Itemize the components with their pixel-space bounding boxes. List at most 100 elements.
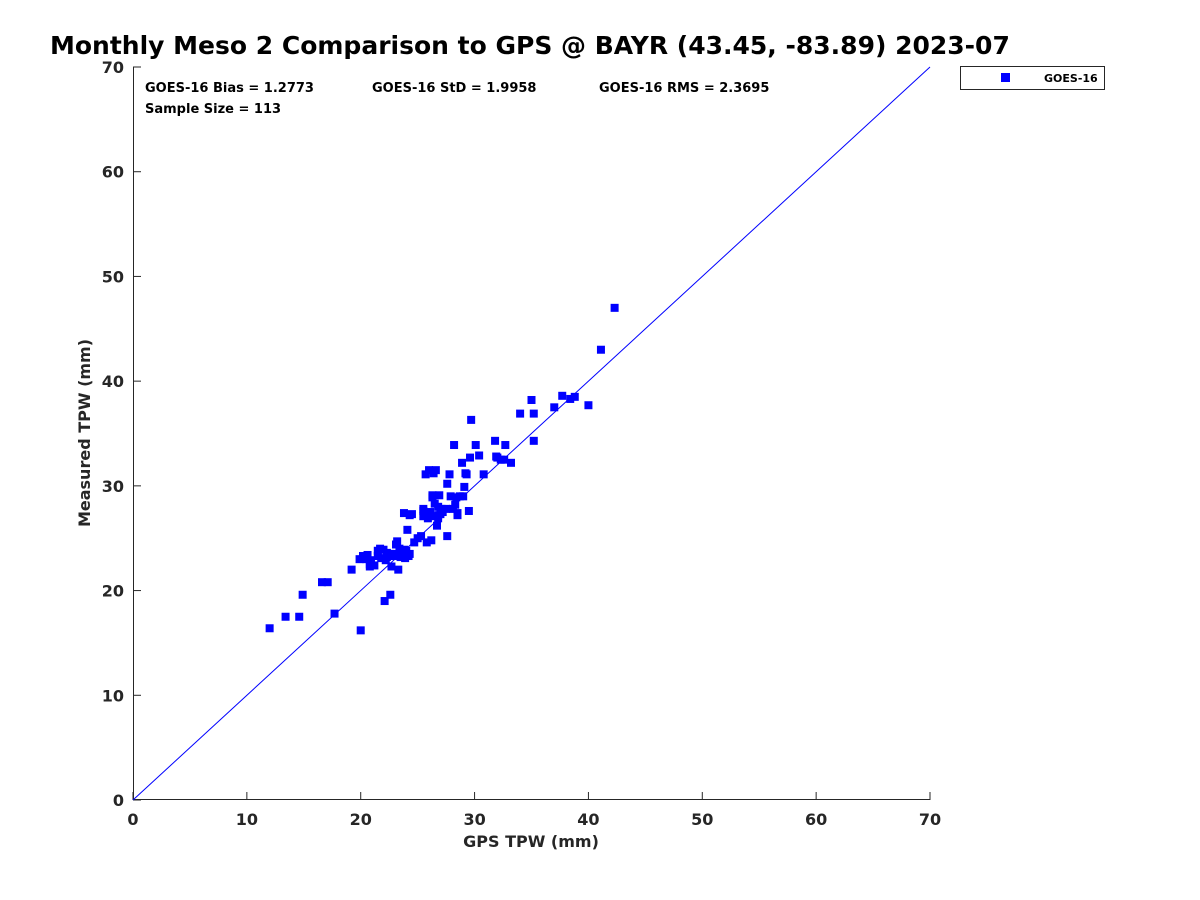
data-point xyxy=(377,554,386,563)
data-point xyxy=(386,590,395,599)
data-point xyxy=(458,458,467,467)
data-point xyxy=(423,514,432,523)
data-point xyxy=(347,565,356,574)
legend-label: GOES-16 xyxy=(1044,72,1098,85)
data-point xyxy=(460,482,469,491)
data-point xyxy=(443,532,452,541)
data-point xyxy=(265,624,274,633)
x-tick-label: 0 xyxy=(127,810,138,829)
data-point xyxy=(422,538,431,547)
data-point xyxy=(464,506,473,515)
data-point xyxy=(450,441,459,450)
legend-marker xyxy=(1001,73,1010,82)
data-point xyxy=(459,492,468,501)
data-points xyxy=(265,303,619,635)
data-point xyxy=(596,345,605,354)
chart-title: Monthly Meso 2 Comparison to GPS @ BAYR … xyxy=(50,31,1010,60)
data-point xyxy=(281,612,290,621)
std-stat: GOES-16 StD = 1.9958 xyxy=(372,81,536,96)
data-point xyxy=(432,521,441,530)
data-point xyxy=(421,470,430,479)
data-point xyxy=(445,470,454,479)
data-point xyxy=(566,394,575,403)
data-point xyxy=(501,441,510,450)
data-point xyxy=(386,549,395,558)
data-point xyxy=(366,556,375,565)
data-point xyxy=(417,532,426,541)
data-point xyxy=(428,491,437,500)
data-point xyxy=(451,500,460,509)
y-tick-label: 0 xyxy=(113,791,124,810)
data-point xyxy=(405,511,414,520)
data-point xyxy=(448,504,457,513)
data-point xyxy=(529,436,538,445)
data-point xyxy=(401,554,410,563)
data-point xyxy=(363,550,372,559)
data-point xyxy=(491,436,500,445)
data-point xyxy=(410,538,419,547)
data-point xyxy=(399,509,408,518)
legend-box xyxy=(960,66,1105,90)
y-tick-label: 60 xyxy=(102,163,124,182)
data-point xyxy=(419,506,428,515)
data-point xyxy=(516,409,525,418)
y-tick-label: 10 xyxy=(102,686,124,705)
data-point xyxy=(475,451,484,460)
y-tick-label: 40 xyxy=(102,372,124,391)
data-point xyxy=(479,470,488,479)
data-point xyxy=(471,441,480,450)
data-point xyxy=(500,455,509,464)
data-point xyxy=(362,555,371,564)
data-point xyxy=(425,466,434,475)
y-tick-label: 50 xyxy=(102,267,124,286)
data-point xyxy=(298,590,307,599)
data-point xyxy=(387,562,396,571)
legend: GOES-16 xyxy=(960,66,1105,90)
data-point xyxy=(442,504,451,513)
data-point xyxy=(426,508,435,517)
y-tick-label: 30 xyxy=(102,477,124,496)
data-point xyxy=(550,403,559,412)
data-point xyxy=(434,514,443,523)
x-tick-label: 10 xyxy=(236,810,258,829)
data-point xyxy=(390,549,399,558)
data-point xyxy=(466,453,475,462)
data-point xyxy=(393,537,402,546)
data-point xyxy=(529,409,538,418)
y-tick-label: 70 xyxy=(102,58,124,77)
data-point xyxy=(527,395,536,404)
data-point xyxy=(443,479,452,488)
x-tick-label: 30 xyxy=(463,810,485,829)
data-point xyxy=(295,612,304,621)
data-point xyxy=(427,536,436,545)
stats-block: GOES-16 Bias = 1.2773 GOES-16 StD = 1.99… xyxy=(145,81,769,117)
data-point xyxy=(405,549,414,558)
data-point xyxy=(453,509,462,518)
data-point xyxy=(395,544,404,553)
rms-stat: GOES-16 RMS = 2.3695 xyxy=(599,81,769,96)
x-tick-label: 40 xyxy=(577,810,599,829)
x-tick-label: 50 xyxy=(691,810,713,829)
data-point xyxy=(330,609,339,618)
data-point xyxy=(370,561,379,570)
data-point xyxy=(380,597,389,606)
data-point xyxy=(467,415,476,424)
data-point xyxy=(446,492,455,501)
data-point xyxy=(584,401,593,410)
x-axis-label: GPS TPW (mm) xyxy=(463,832,599,851)
data-point xyxy=(403,525,412,534)
sample-size-stat: Sample Size = 113 xyxy=(145,102,281,117)
data-point xyxy=(394,565,403,574)
data-point xyxy=(356,626,365,635)
data-point xyxy=(462,470,471,479)
y-axis-label: Measured TPW (mm) xyxy=(75,339,94,527)
x-tick-label: 20 xyxy=(350,810,372,829)
data-point xyxy=(570,392,579,401)
x-tick-label: 70 xyxy=(919,810,941,829)
bias-stat: GOES-16 Bias = 1.2773 xyxy=(145,81,314,96)
one-to-one-line xyxy=(132,66,931,801)
data-point xyxy=(610,303,619,312)
x-ticks: 0 10 20 30 40 50 60 70 xyxy=(127,792,941,829)
axes xyxy=(133,67,930,800)
